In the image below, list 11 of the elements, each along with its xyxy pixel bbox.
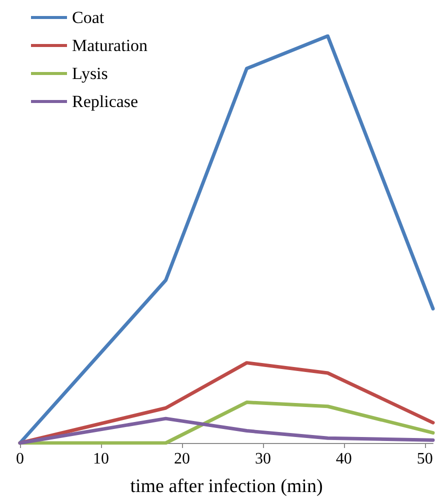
x-tick-label: 30 <box>254 450 271 468</box>
x-tick-label: 10 <box>92 450 109 468</box>
x-tick-label: 20 <box>174 450 190 468</box>
x-tick-label: 40 <box>336 450 352 468</box>
x-tick-label: 0 <box>16 450 24 468</box>
x-axis-title: time after infection (min) <box>130 476 323 497</box>
x-tick-label: 50 <box>416 450 433 468</box>
legend-label: Lysis <box>72 64 108 83</box>
legend-label: Replicase <box>72 92 138 111</box>
legend-label: Maturation <box>72 36 148 55</box>
legend-label: Coat <box>72 8 104 27</box>
